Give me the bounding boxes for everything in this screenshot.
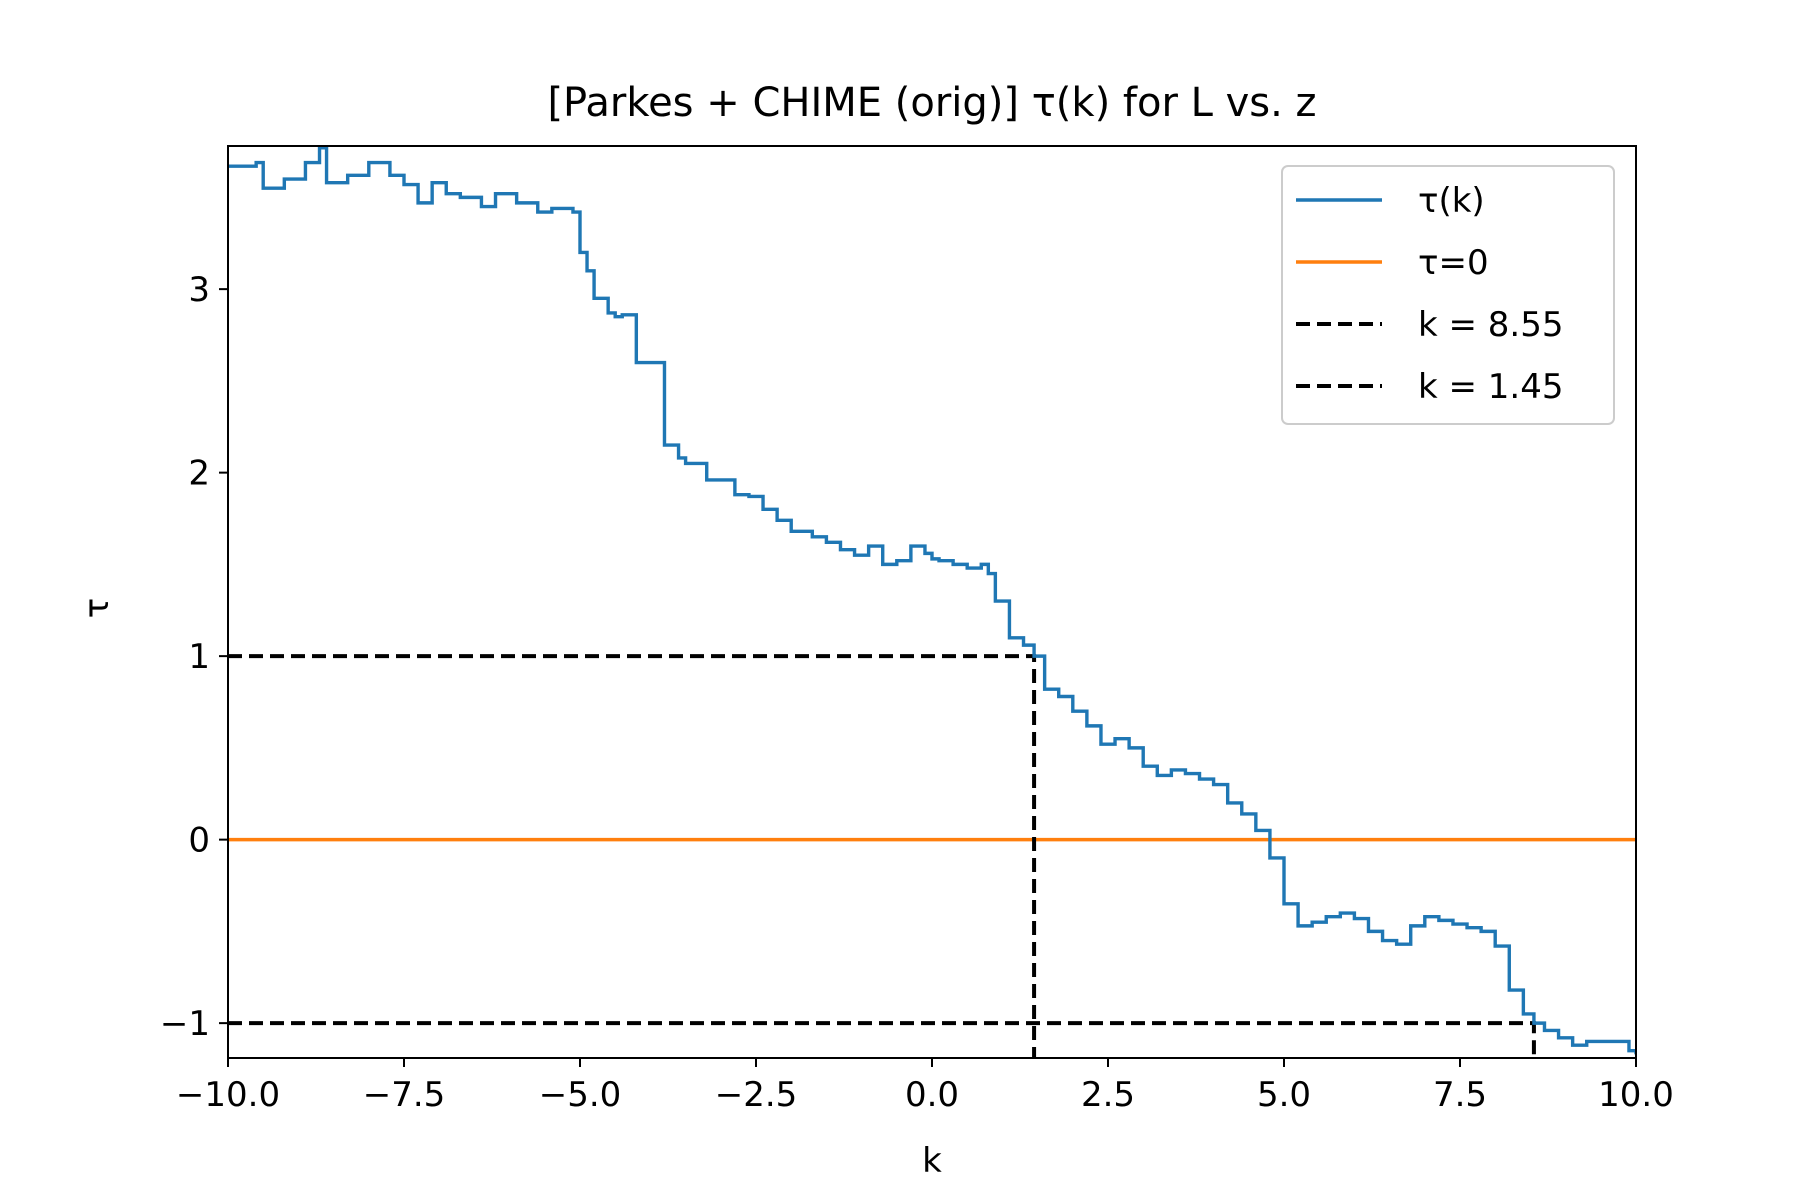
y-tick-label: 0 — [188, 821, 210, 861]
x-tick-label: −2.5 — [715, 1075, 798, 1115]
x-axis-label: k — [922, 1141, 942, 1181]
x-tick-label: 10.0 — [1598, 1075, 1674, 1115]
x-tick-label: 2.5 — [1081, 1075, 1135, 1115]
series-group — [228, 146, 1636, 1058]
y-tick-label: −1 — [160, 1004, 210, 1044]
legend-label-k: τ(k) — [1418, 181, 1485, 221]
legend-label-0: τ=0 — [1418, 243, 1489, 283]
y-axis-label: τ — [77, 598, 117, 618]
legend: τ(k) τ=0 k = 8.55 k = 1.45 — [1281, 165, 1615, 425]
x-tick-label: 0.0 — [905, 1075, 959, 1115]
x-tick-label: −5.0 — [539, 1075, 622, 1115]
plot-area — [228, 146, 1636, 1058]
series-line-k-0 — [228, 146, 1636, 1055]
legend-box — [1281, 165, 1615, 425]
legend-label-k-1-45: k = 1.45 — [1418, 367, 1564, 407]
chart-title: [Parkes + CHIME (orig)] τ(k) for L vs. z — [547, 80, 1316, 126]
axes: −10.0 −7.5 −5.0 −2.5 0.0 2.5 5.0 7.5 10.0 −1 0 1 2 3 — [160, 145, 1674, 1115]
legend-label-k-8-55: k = 8.55 — [1418, 305, 1564, 345]
x-tick-label: −7.5 — [363, 1075, 446, 1115]
x-tick-label: 7.5 — [1433, 1075, 1487, 1115]
y-tick-label: 3 — [188, 270, 210, 310]
y-tick-label: 1 — [188, 637, 210, 677]
x-tick-label: −10.0 — [176, 1075, 280, 1115]
x-tick-label: 5.0 — [1257, 1075, 1311, 1115]
y-tick-label: 2 — [188, 454, 210, 494]
